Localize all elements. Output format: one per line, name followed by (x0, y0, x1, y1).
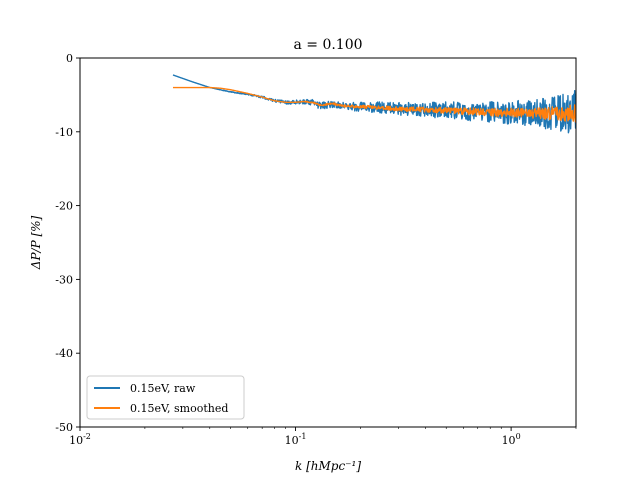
x-tick-label-base: 10 (502, 434, 516, 447)
y-tick-label: -10 (55, 126, 73, 139)
y-tick-label: -30 (55, 273, 73, 286)
y-tick-label: -40 (55, 347, 73, 360)
x-tick-label-base: 10 (285, 434, 299, 447)
series-raw (172, 74, 576, 134)
legend-label: 0.15eV, raw (130, 382, 196, 395)
x-tick-label-exp: -1 (299, 432, 307, 441)
legend-box (86, 375, 245, 420)
x-tick-label-exp: -2 (83, 432, 91, 441)
series-line (172, 74, 576, 134)
series-line (172, 86, 576, 123)
x-tick-label: 10-2 (69, 432, 91, 447)
x-tick-label: 10-1 (285, 432, 307, 447)
plot-frame (79, 57, 577, 428)
x-tick-label-exp: 0 (516, 432, 521, 441)
series-smoothed (172, 86, 576, 123)
x-tick-label-base: 10 (69, 434, 83, 447)
x-axis-label: k [hMpc⁻¹] (295, 459, 361, 473)
y-tick-label: -50 (55, 421, 73, 434)
chart-title: a = 0.100 (293, 37, 362, 53)
y-axis-label: ΔP/P [%] (29, 215, 43, 270)
y-tick-label: -20 (55, 200, 73, 213)
legend-label: 0.15eV, smoothed (130, 402, 228, 415)
data-area (172, 74, 576, 134)
x-tick-label: 100 (502, 432, 521, 447)
y-tick-label: 0 (66, 52, 73, 65)
